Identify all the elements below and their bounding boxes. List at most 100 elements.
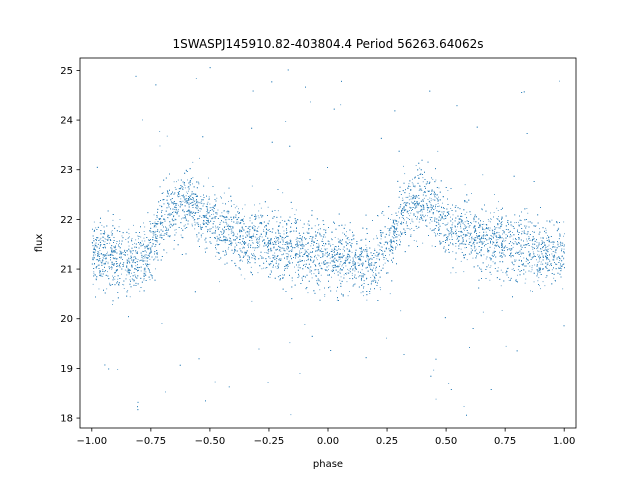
data-point (278, 250, 280, 252)
data-point (469, 225, 471, 226)
data-point (258, 210, 260, 212)
data-point (430, 200, 432, 202)
data-point (532, 231, 533, 232)
data-point (230, 245, 232, 246)
data-point (501, 221, 503, 222)
data-point (330, 245, 331, 247)
data-point (257, 227, 258, 229)
data-point (220, 196, 221, 198)
data-point (448, 232, 450, 234)
data-point (112, 275, 113, 277)
data-point (264, 252, 266, 253)
data-point (236, 205, 238, 207)
data-point (553, 255, 555, 257)
chart-title: 1SWASPJ145910.82-403804.4 Period 56263.6… (172, 37, 483, 51)
data-point (556, 221, 558, 223)
data-point (121, 235, 123, 237)
data-point (281, 247, 283, 249)
data-point (449, 232, 451, 234)
data-point (111, 230, 113, 232)
data-point (129, 236, 130, 238)
data-point (319, 232, 321, 234)
data-point (316, 282, 318, 284)
data-point (351, 274, 353, 276)
data-point (207, 201, 209, 203)
data-point (306, 251, 308, 253)
data-point (294, 222, 296, 224)
data-point (531, 269, 533, 271)
data-point (130, 250, 132, 252)
data-point (325, 229, 327, 231)
data-point (483, 228, 484, 230)
data-point (473, 220, 475, 222)
data-point (407, 213, 409, 215)
data-point (476, 242, 478, 244)
data-point (258, 241, 260, 243)
data-point (434, 207, 436, 209)
data-point (431, 230, 433, 232)
data-point (148, 244, 150, 246)
data-point (471, 236, 473, 238)
data-point (394, 227, 395, 229)
data-point (231, 229, 233, 231)
data-point (526, 225, 528, 227)
data-point (413, 202, 414, 204)
data-point (548, 259, 550, 260)
data-point (337, 260, 339, 262)
data-point (490, 221, 491, 223)
data-point (362, 263, 364, 265)
data-point (188, 202, 190, 204)
data-point (314, 238, 316, 239)
data-point (406, 197, 408, 198)
data-point (449, 238, 451, 240)
data-point (512, 232, 513, 233)
data-point (419, 167, 421, 169)
data-point (498, 201, 499, 203)
data-point (134, 242, 135, 244)
data-point (329, 257, 331, 259)
data-point (209, 203, 211, 205)
data-point (407, 218, 409, 219)
data-point (144, 257, 146, 259)
data-point (222, 202, 224, 204)
data-point (527, 212, 529, 214)
data-point (479, 235, 481, 236)
data-point (300, 260, 302, 262)
data-point (314, 225, 316, 227)
data-point (515, 242, 517, 244)
data-point (445, 216, 447, 218)
data-point (166, 252, 168, 254)
data-point (342, 264, 344, 266)
data-point (223, 192, 225, 194)
data-point (528, 236, 530, 237)
data-point (223, 235, 225, 237)
data-point (250, 271, 252, 273)
data-point (103, 247, 104, 249)
data-point (377, 244, 379, 246)
data-point (233, 204, 235, 205)
data-point (360, 254, 362, 255)
data-point (231, 220, 233, 222)
data-point (348, 239, 350, 241)
data-point (274, 252, 276, 254)
data-point (529, 265, 531, 267)
data-point (119, 219, 121, 220)
data-point (235, 223, 237, 224)
data-point (254, 226, 256, 228)
data-point (117, 265, 118, 267)
data-point (254, 236, 256, 238)
data-point (524, 244, 526, 245)
data-point (520, 246, 522, 247)
data-point (381, 246, 383, 248)
data-point (458, 221, 460, 223)
data-point (545, 229, 547, 231)
data-point (184, 217, 186, 218)
data-point (429, 197, 431, 199)
data-point (451, 226, 453, 228)
data-point (408, 185, 410, 187)
data-point (376, 235, 377, 237)
data-point (324, 254, 326, 256)
data-point (223, 222, 225, 223)
data-point (351, 272, 353, 274)
data-point (488, 227, 490, 228)
